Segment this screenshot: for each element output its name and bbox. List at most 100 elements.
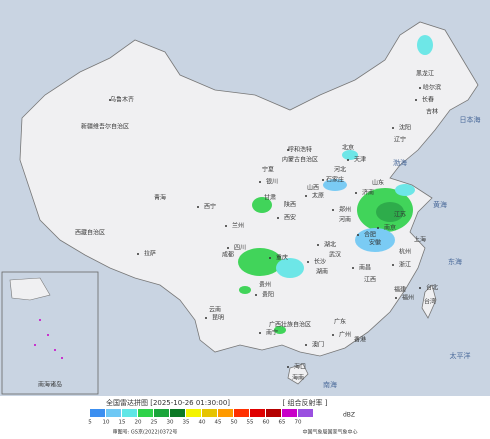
- place-label: 西安: [284, 214, 296, 222]
- title: 全国雷达拼图 [2025-10-26 01:30:00]: [106, 398, 230, 407]
- place-label: 浙江: [399, 261, 411, 269]
- legend-swatch: [266, 409, 281, 417]
- inset-land: [9, 277, 51, 301]
- legend-value: 45: [215, 420, 222, 426]
- place-label: 广州: [339, 331, 351, 339]
- legend-swatch: [154, 409, 169, 417]
- legend-swatch: [282, 409, 297, 417]
- sea-label: 黄海: [433, 200, 447, 209]
- legend-value: 15: [119, 420, 126, 426]
- place-label: 石家庄: [326, 176, 344, 184]
- place-label: 合肥: [364, 231, 376, 239]
- place-label: 南京: [384, 224, 396, 232]
- place-label: 新疆维吾尔自治区: [81, 123, 129, 131]
- place-label: 贵州: [259, 281, 271, 289]
- city-dot: [357, 234, 359, 236]
- city-dot: [332, 209, 334, 211]
- place-label: 青海: [154, 194, 166, 202]
- place-label: 武汉: [329, 251, 341, 259]
- place-label: 宁夏: [262, 166, 274, 174]
- place-label: 内蒙古自治区: [282, 156, 318, 164]
- legend-swatch: [90, 409, 105, 417]
- city-dot: [305, 344, 307, 346]
- legend-swatch: [138, 409, 153, 417]
- inset-islands: [34, 319, 63, 359]
- legend-value: 30: [167, 420, 174, 426]
- place-label: 贵阳: [262, 291, 274, 299]
- place-label: 安徽: [369, 239, 381, 247]
- place-label: 昆明: [212, 315, 224, 322]
- place-label: 陕西: [284, 201, 296, 209]
- place-label: 海口: [294, 363, 306, 371]
- hainan: [287, 363, 309, 385]
- place-label: 重庆: [276, 254, 288, 262]
- unit: dBZ: [343, 412, 355, 419]
- legend-swatch: [170, 409, 185, 417]
- legend-swatch: [218, 409, 233, 417]
- place-label: 江苏: [394, 211, 406, 219]
- legend-swatch: [186, 409, 201, 417]
- place-label: 湖北: [324, 241, 336, 249]
- legend-swatch: [122, 409, 137, 417]
- place-label: 山东: [372, 179, 384, 187]
- place-label: 香港: [354, 336, 366, 344]
- city-dot: [377, 227, 379, 229]
- city-dot: [352, 267, 354, 269]
- place-label: 银川: [266, 178, 278, 186]
- city-dot: [109, 99, 111, 101]
- city-dot: [307, 261, 309, 263]
- legend-value: 50: [231, 420, 238, 426]
- city-dot: [392, 264, 394, 266]
- city-dot: [137, 253, 139, 255]
- legend-value: 65: [279, 420, 286, 426]
- city-dot: [347, 159, 349, 161]
- place-label: 山西: [307, 184, 319, 192]
- legend-value: 70: [295, 420, 302, 426]
- place-label: 西宁: [204, 203, 216, 211]
- approval: 审图号: GS京(2022)0372号: [113, 429, 178, 436]
- place-label: 澳门: [312, 341, 324, 349]
- city-dot: [317, 244, 319, 246]
- sea-label: 日本海: [460, 115, 481, 124]
- city-dot: [259, 332, 261, 334]
- legend-swatch: [298, 409, 313, 417]
- city-dot: [277, 217, 279, 219]
- china-outline: [19, 21, 479, 357]
- place-label: 海南: [292, 374, 304, 382]
- place-label: 广东: [334, 318, 346, 326]
- place-label: 江西: [364, 277, 376, 284]
- legend-swatch: [234, 409, 249, 417]
- place-label: 河北: [334, 166, 346, 174]
- legend-value: 20: [135, 420, 142, 426]
- place-label: 台湾: [424, 298, 436, 306]
- city-dot: [225, 225, 227, 227]
- city-dot: [227, 247, 229, 249]
- legend-value: 40: [199, 420, 206, 426]
- legend-value: 5: [88, 420, 92, 426]
- place-label: 西藏自治区: [75, 229, 105, 237]
- legend-value: 55: [247, 420, 254, 426]
- agency: 中国气象局国家气象中心: [302, 429, 357, 436]
- place-label: 兰州: [232, 222, 244, 230]
- city-dot: [419, 87, 421, 89]
- sea-label: 太平洋: [450, 351, 471, 360]
- sea-label: 南海: [323, 380, 337, 389]
- place-label: 湖南: [316, 268, 328, 276]
- place-label: 甘肃: [264, 194, 276, 202]
- sea-label: 渤海: [393, 158, 407, 167]
- legend-value: 10: [103, 420, 110, 426]
- place-label: 福州: [402, 294, 414, 302]
- place-label: 哈尔滨: [423, 84, 441, 92]
- city-dot: [419, 287, 421, 289]
- city-dot: [355, 192, 357, 194]
- radar-echoes: [238, 35, 433, 334]
- city-dot: [332, 334, 334, 336]
- city-dot: [322, 179, 324, 181]
- place-label: 南海诸岛: [38, 381, 62, 389]
- place-label: 南宁: [266, 329, 278, 337]
- place-label: 北京: [342, 144, 354, 152]
- place-label: 拉萨: [144, 250, 156, 258]
- place-label: 成都: [222, 251, 234, 259]
